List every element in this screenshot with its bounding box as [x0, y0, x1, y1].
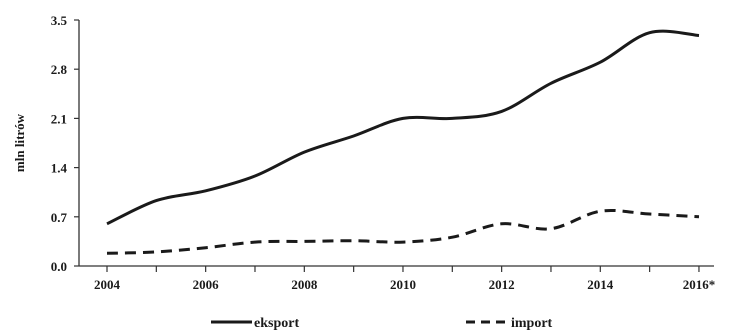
y-tick-label: 2.8: [51, 62, 68, 77]
legend-eksport-label: eksport: [254, 316, 299, 331]
y-tick-label: 1.4: [51, 161, 68, 176]
y-tick-label: 2.1: [51, 111, 67, 126]
x-tick-label: 2008: [291, 277, 318, 292]
series-lines: [106, 29, 700, 255]
legend: eksport import: [211, 316, 553, 331]
y-tick-label: 0.0: [51, 259, 67, 274]
y-tick-label: 0.7: [51, 210, 68, 225]
x-tick-label: 2014: [587, 277, 614, 292]
x-tick-label: 2016*: [683, 277, 716, 292]
series-line-eksport: [106, 29, 700, 226]
x-tick-label: 2006: [193, 277, 220, 292]
x-tick-label: 2012: [489, 277, 515, 292]
series-line-import: [106, 208, 700, 255]
x-tick-label: 2010: [390, 277, 416, 292]
y-tick-label: 3.5: [51, 13, 68, 28]
y-axis-ticks: 0.0 0.7 1.4 2.1 2.8 3.5: [51, 13, 79, 274]
x-tick-label: 2004: [94, 277, 121, 292]
y-axis-label: mln litrów: [12, 113, 27, 172]
x-axis-ticks: 2004 2006 2008 2010 2012 2014 2016*: [94, 266, 715, 292]
legend-import-label: import: [511, 316, 553, 331]
